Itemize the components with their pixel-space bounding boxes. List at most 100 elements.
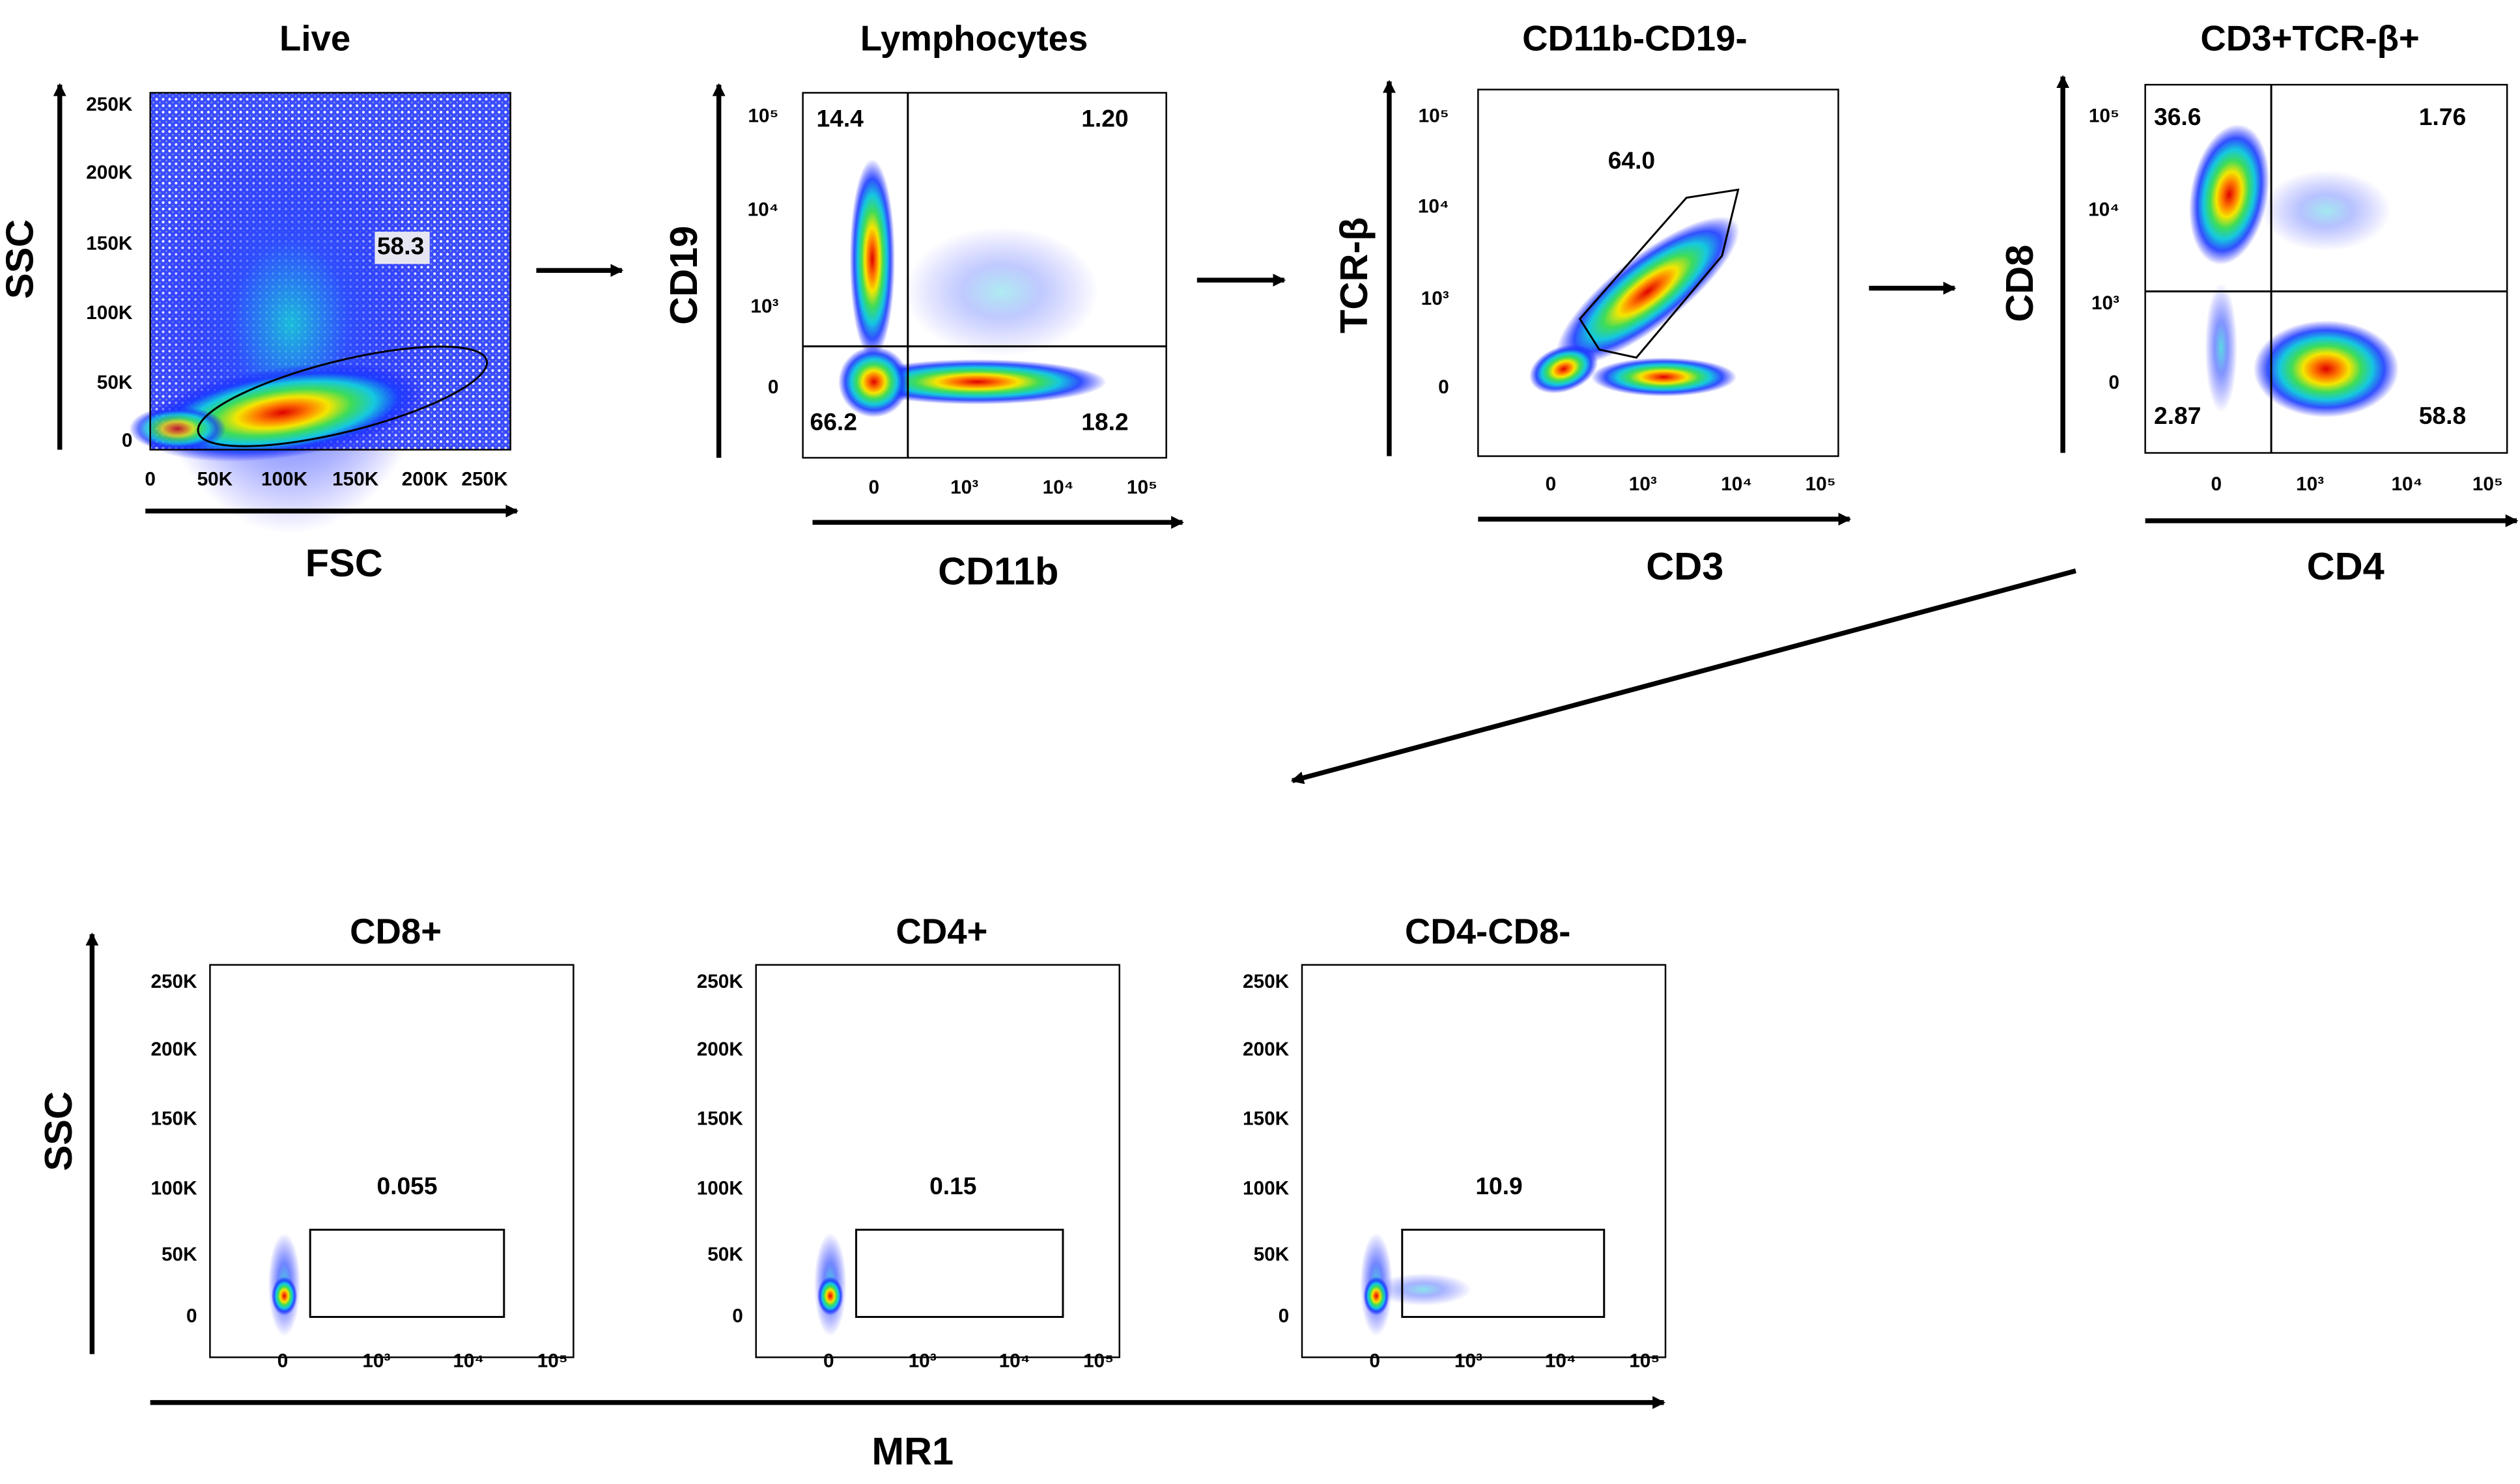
plot-frame xyxy=(209,964,574,1358)
x-axis-label: CD4 xyxy=(2307,544,2385,588)
x-tick-label: 10⁴ xyxy=(1043,477,1074,498)
gate-percentage: 58.3 xyxy=(377,232,424,259)
y-tick-label: 10³ xyxy=(2091,292,2119,314)
y-tick-label: 250K xyxy=(86,94,133,115)
y-tick-label: 10⁴ xyxy=(2088,199,2119,220)
gate-percentage: 1.76 xyxy=(2419,103,2466,130)
plot-frame xyxy=(1477,89,1839,457)
gate-percentage: 58.8 xyxy=(2419,402,2466,429)
y-tick-label: 10⁴ xyxy=(1418,195,1449,217)
y-tick-label: 10⁵ xyxy=(2089,105,2119,127)
density-cloud xyxy=(1591,357,1737,397)
y-tick-label: 50K xyxy=(1254,1244,1290,1265)
x-axis-label: CD11b xyxy=(938,549,1058,593)
y-tick-label: 0 xyxy=(2108,372,2119,393)
y-tick-label: 10³ xyxy=(1421,288,1449,309)
x-tick-label: 150K xyxy=(332,469,379,490)
y-tick-label: 10⁴ xyxy=(748,199,779,220)
plot-frame xyxy=(2144,83,2508,454)
y-tick-label: 0 xyxy=(1438,376,1449,398)
y-tick-label: 250K xyxy=(697,971,744,992)
y-axis-label: CD8 xyxy=(1998,245,2041,322)
panel-title: CD8+ xyxy=(350,912,442,951)
x-tick-label: 10³ xyxy=(362,1351,390,1372)
gate-rect xyxy=(309,1229,505,1318)
plot-frame xyxy=(149,92,511,451)
density-cloud xyxy=(849,159,895,359)
x-tick-label: 10⁴ xyxy=(453,1351,484,1372)
y-axis-label: TCR-β xyxy=(1332,217,1376,333)
density-cloud xyxy=(1555,216,1740,367)
panel-title: CD4-CD8- xyxy=(1405,912,1571,951)
x-axis-label: CD3 xyxy=(1646,544,1723,588)
y-tick-label: 150K xyxy=(86,232,133,254)
x-tick-label: 10⁴ xyxy=(1545,1351,1576,1372)
density-cloud xyxy=(129,406,227,452)
x-tick-label: 10⁵ xyxy=(1805,473,1836,495)
density-cloud xyxy=(1529,344,1598,394)
density-cloud xyxy=(2253,320,2399,417)
y-tick-label: 0 xyxy=(122,430,133,451)
gate-percentage: 36.6 xyxy=(2154,103,2201,130)
gate-label-bg xyxy=(375,231,430,264)
density-cloud xyxy=(838,346,910,417)
gate-percentage: 0.15 xyxy=(929,1172,976,1199)
density-cloud xyxy=(2261,170,2391,251)
y-tick-label: 150K xyxy=(1243,1108,1290,1130)
gate-rect xyxy=(855,1229,1064,1318)
density-cloud xyxy=(1374,1273,1472,1306)
y-tick-label: 200K xyxy=(1243,1039,1290,1060)
y-tick-label: 250K xyxy=(1243,971,1290,992)
x-tick-label: 0 xyxy=(1369,1351,1380,1372)
y-tick-label: 100K xyxy=(1243,1177,1290,1199)
y-tick-label: 50K xyxy=(97,372,133,393)
x-axis-label: FSC xyxy=(305,541,383,585)
panel-title: CD3+TCR-β+ xyxy=(2200,19,2419,59)
y-tick-label: 150K xyxy=(697,1108,744,1130)
x-tick-label: 10⁴ xyxy=(2391,473,2422,495)
flow-arrows xyxy=(536,264,2076,785)
y-tick-label: 50K xyxy=(707,1244,743,1265)
y-tick-label: 100K xyxy=(697,1177,744,1199)
gate-percentage: 18.2 xyxy=(1081,408,1128,436)
x-tick-label: 0 xyxy=(823,1351,834,1372)
y-tick-label: 0 xyxy=(186,1305,197,1326)
y-tick-label: 150K xyxy=(150,1108,197,1130)
y-tick-label: 50K xyxy=(162,1244,197,1265)
x-tick-label: 0 xyxy=(1546,473,1557,495)
density-cloud xyxy=(848,359,1107,405)
panel-title: Live xyxy=(279,19,350,59)
x-tick-label: 10³ xyxy=(950,477,978,498)
y-tick-label: 0 xyxy=(732,1305,743,1326)
density-cloud xyxy=(2205,283,2237,413)
gate-percentage: 1.20 xyxy=(1081,104,1128,132)
y-tick-label: 250K xyxy=(150,971,197,992)
gate-ellipse xyxy=(197,345,488,447)
gate-percentage: 0.055 xyxy=(376,1172,437,1199)
gate-percentage: 10.9 xyxy=(1475,1172,1522,1199)
x-tick-label: 10³ xyxy=(1454,1351,1482,1372)
y-tick-label: 10⁵ xyxy=(1419,105,1449,127)
y-tick-label: 200K xyxy=(697,1039,744,1060)
x-axis-label: MR1 xyxy=(871,1429,954,1473)
x-tick-label: 10⁴ xyxy=(1721,473,1752,495)
plot-frame xyxy=(755,964,1120,1358)
y-tick-label: 10³ xyxy=(750,296,778,317)
x-tick-label: 10⁵ xyxy=(1629,1351,1660,1372)
x-tick-label: 0 xyxy=(145,469,156,490)
y-tick-label: 200K xyxy=(150,1039,197,1060)
gate-percentage: 64.0 xyxy=(1608,147,1655,174)
y-axis-label: SSC xyxy=(0,219,41,299)
x-tick-label: 10⁴ xyxy=(999,1351,1030,1372)
density-cloud xyxy=(271,1276,298,1315)
x-tick-label: 100K xyxy=(261,469,308,490)
gate-percentage: 66.2 xyxy=(810,408,857,436)
x-tick-label: 10⁵ xyxy=(537,1351,568,1372)
x-tick-label: 10⁵ xyxy=(1127,477,1157,498)
panel-title: Lymphocytes xyxy=(860,19,1088,59)
plot-frame xyxy=(1301,964,1667,1358)
y-tick-label: 100K xyxy=(86,302,133,324)
y-tick-label: 100K xyxy=(150,1177,197,1199)
x-tick-label: 250K xyxy=(461,469,508,490)
